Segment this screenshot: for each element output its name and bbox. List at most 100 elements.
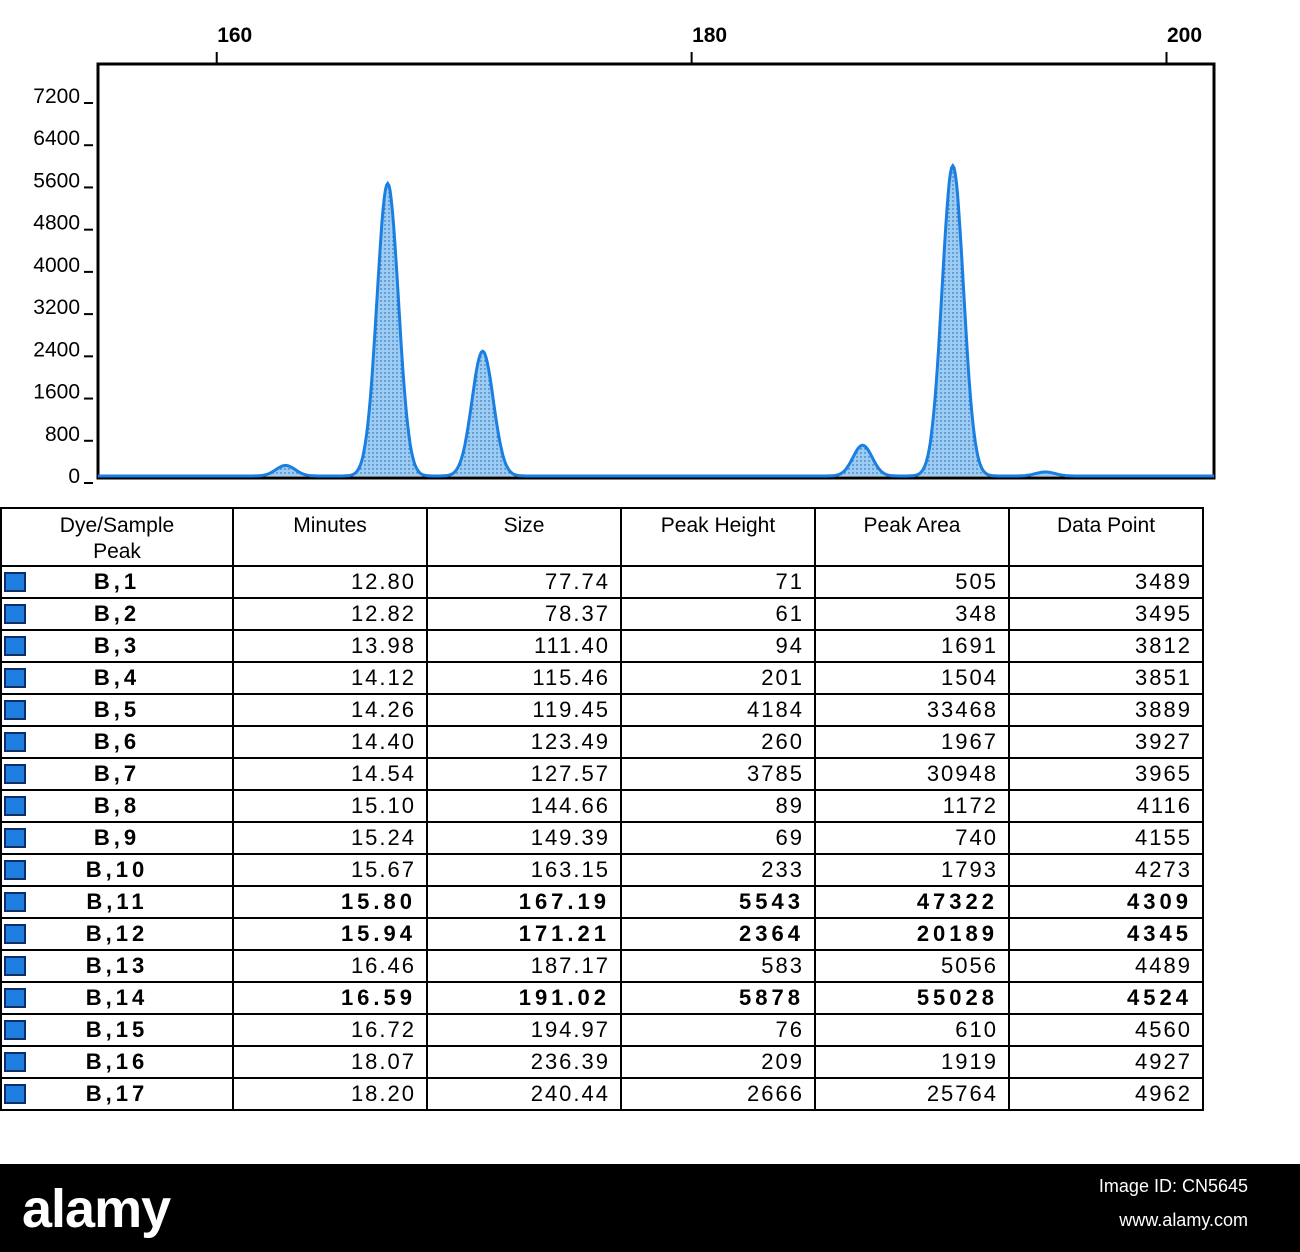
dye-color-swatch[interactable]	[4, 1084, 26, 1104]
cell-peak: B,9	[0, 821, 234, 855]
trace-fill	[98, 165, 1214, 477]
image-id-text: Image ID: CN5645	[1098, 1176, 1248, 1196]
cell-peak-area: 47322	[814, 885, 1010, 919]
peak-apex-point	[1044, 470, 1047, 473]
y-tick-label: 4000	[33, 254, 80, 277]
table-row: B,8 15.10 144.66 89 1172 4116	[0, 789, 1204, 823]
cell-size: 127.57	[426, 757, 622, 791]
y-tick-label: 4800	[33, 212, 80, 235]
cell-peak-area: 20189	[814, 917, 1010, 951]
cell-peak: B,8	[0, 789, 234, 823]
table-row: B,16 18.07 236.39 209 1919 4927	[0, 1045, 1204, 1079]
cell-peak-area: 740	[814, 821, 1010, 855]
dye-color-swatch[interactable]	[4, 700, 26, 720]
y-tick-label: 3200	[33, 296, 80, 319]
dye-color-swatch[interactable]	[4, 796, 26, 816]
peak-label: B,13	[85, 953, 149, 978]
cell-minutes: 15.10	[232, 789, 428, 823]
dye-color-swatch[interactable]	[4, 1052, 26, 1072]
peak-label: B,6	[93, 729, 141, 754]
x-tick-label: 180	[692, 24, 727, 47]
cell-peak: B,7	[0, 757, 234, 791]
cell-data-point: 3851	[1008, 661, 1204, 695]
cell-size: 187.17	[426, 949, 622, 983]
cell-minutes: 18.20	[232, 1077, 428, 1111]
cell-minutes: 18.07	[232, 1045, 428, 1079]
cell-data-point: 4309	[1008, 885, 1204, 919]
x-tick-label: 200	[1167, 24, 1202, 47]
peak-label: B,17	[85, 1081, 149, 1106]
table-row: B,3 13.98 111.40 94 1691 3812	[0, 629, 1204, 663]
cell-minutes: 13.98	[232, 629, 428, 663]
y-tick-label: 6400	[33, 127, 80, 150]
cell-size: 78.37	[426, 597, 622, 631]
cell-minutes: 15.24	[232, 821, 428, 855]
dye-color-swatch[interactable]	[4, 892, 26, 912]
cell-minutes: 16.46	[232, 949, 428, 983]
table-row: B,1 12.80 77.74 71 505 3489	[0, 565, 1204, 599]
header-dye-sample-peak: Dye/Sample Peak	[0, 507, 234, 567]
cell-size: 144.66	[426, 789, 622, 823]
cell-peak: B,16	[0, 1045, 234, 1079]
cell-peak-area: 30948	[814, 757, 1010, 791]
x-axis-ticks: 160 180 200	[215, 24, 1202, 64]
y-tick-label: 0	[68, 465, 80, 488]
dye-color-swatch[interactable]	[4, 956, 26, 976]
cell-peak-area: 348	[814, 597, 1010, 631]
cell-data-point: 3965	[1008, 757, 1204, 791]
cell-data-point: 4155	[1008, 821, 1204, 855]
cell-peak: B,1	[0, 565, 234, 599]
y-tick-label: 7200	[33, 85, 80, 108]
dye-color-swatch[interactable]	[4, 764, 26, 784]
cell-peak-area: 33468	[814, 693, 1010, 727]
cell-peak: B,4	[0, 661, 234, 695]
cell-minutes: 15.80	[232, 885, 428, 919]
dye-color-swatch[interactable]	[4, 668, 26, 688]
cell-peak-height: 2364	[620, 917, 816, 951]
cell-peak-height: 76	[620, 1013, 816, 1047]
cell-minutes: 16.59	[232, 981, 428, 1015]
dye-color-swatch[interactable]	[4, 1020, 26, 1040]
cell-peak-height: 5878	[620, 981, 816, 1015]
cell-peak-height: 69	[620, 821, 816, 855]
dye-color-swatch[interactable]	[4, 924, 26, 944]
cell-data-point: 4524	[1008, 981, 1204, 1015]
peak-label: B,9	[93, 825, 141, 850]
y-tick-label: 1600	[33, 381, 80, 404]
table-row: B,13 16.46 187.17 583 5056 4489	[0, 949, 1204, 983]
cell-peak: B,15	[0, 1013, 234, 1047]
cell-peak: B,2	[0, 597, 234, 631]
dye-color-swatch[interactable]	[4, 604, 26, 624]
cell-minutes: 14.54	[232, 757, 428, 791]
trace-line	[98, 162, 1214, 478]
peak-label: B,2	[93, 601, 141, 626]
cell-peak-area: 610	[814, 1013, 1010, 1047]
peak-apex-point	[861, 444, 864, 447]
dye-color-swatch[interactable]	[4, 988, 26, 1008]
cell-peak-height: 260	[620, 725, 816, 759]
cell-peak-height: 2666	[620, 1077, 816, 1111]
peak-label: B,12	[85, 921, 149, 946]
cell-minutes: 12.80	[232, 565, 428, 599]
dye-color-swatch[interactable]	[4, 732, 26, 752]
cell-peak-area: 1691	[814, 629, 1010, 663]
cell-peak: B,14	[0, 981, 234, 1015]
cell-size: 240.44	[426, 1077, 622, 1111]
cell-minutes: 14.12	[232, 661, 428, 695]
brand-logo: alamy	[22, 1179, 171, 1239]
cell-peak-height: 209	[620, 1045, 816, 1079]
cell-peak-area: 55028	[814, 981, 1010, 1015]
dye-color-swatch[interactable]	[4, 636, 26, 656]
peak-apex-point	[386, 182, 389, 185]
dye-color-swatch[interactable]	[4, 828, 26, 848]
cell-peak-area: 1504	[814, 661, 1010, 695]
table-row: B,10 15.67 163.15 233 1793 4273	[0, 853, 1204, 887]
header-size: Size	[426, 507, 622, 567]
dye-color-swatch[interactable]	[4, 860, 26, 880]
table-row: B,7 14.54 127.57 3785 30948 3965	[0, 757, 1204, 791]
peak-label: B,8	[93, 793, 141, 818]
header-minutes: Minutes	[232, 507, 428, 567]
peak-label: B,1	[93, 569, 141, 594]
dye-color-swatch[interactable]	[4, 572, 26, 592]
y-axis-ticks: 7200 6400 5600 4800 4000 3200 2400 1600 800 0	[33, 85, 93, 488]
